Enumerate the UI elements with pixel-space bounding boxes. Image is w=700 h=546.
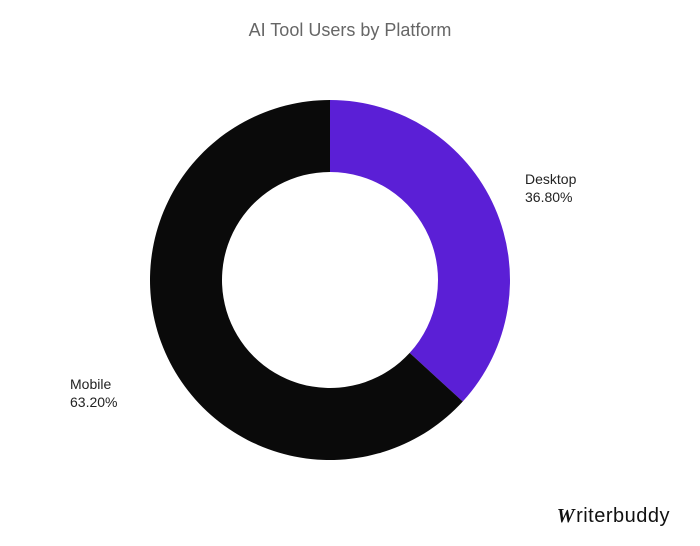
slice-desktop (330, 100, 510, 402)
slice-label-name: Mobile (70, 375, 117, 393)
slice-label-name: Desktop (525, 170, 576, 188)
slice-label-mobile: Mobile 63.20% (70, 375, 117, 411)
donut-chart (0, 70, 700, 490)
slice-label-pct: 36.80% (525, 188, 576, 206)
brand-rest: riterbuddy (576, 505, 670, 527)
slice-label-desktop: Desktop 36.80% (525, 170, 576, 206)
brand-initial: W (557, 505, 576, 527)
slice-label-pct: 63.20% (70, 393, 117, 411)
brand-logo: Writerbuddy (557, 505, 670, 528)
chart-title: AI Tool Users by Platform (0, 20, 700, 41)
chart-area: Desktop 36.80% Mobile 63.20% (0, 70, 700, 490)
